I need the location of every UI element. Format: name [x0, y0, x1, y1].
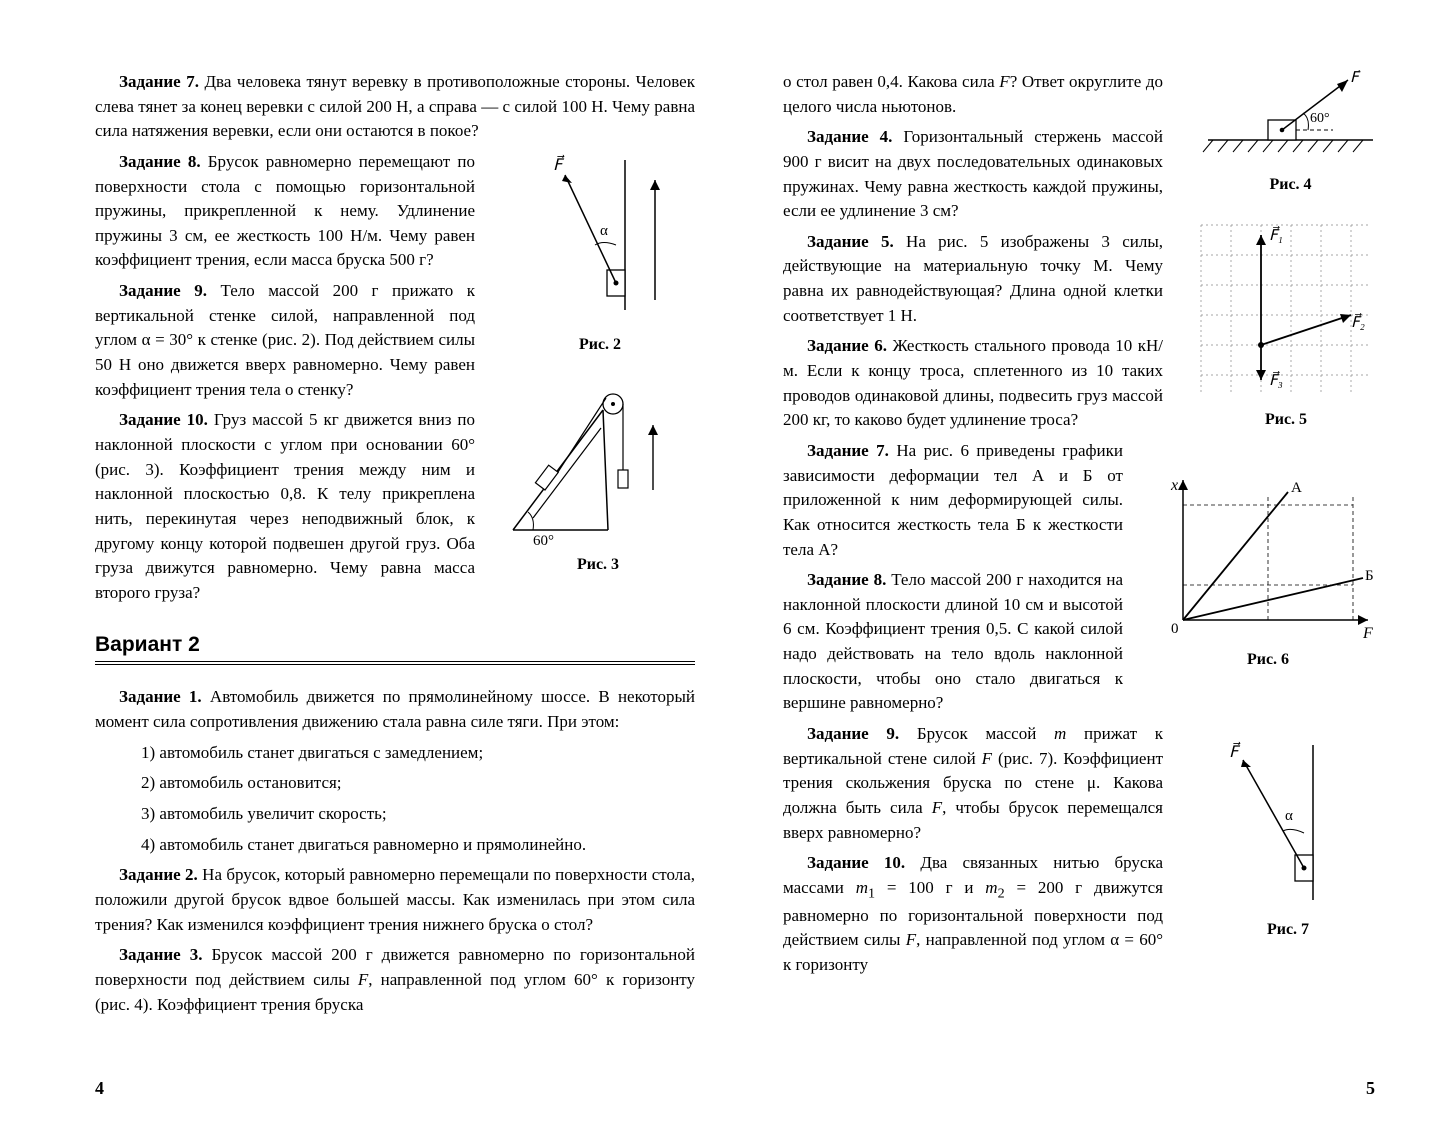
figure-4: F⃗ 60° Рис. 4	[1198, 70, 1383, 194]
task-8r: Задание 8. Тело массой 200 г находится н…	[783, 568, 1123, 716]
v2-task-1: Задание 1. Автомобиль движется по прямол…	[95, 685, 695, 734]
fig6-x-label: x	[1170, 477, 1178, 494]
task-10-text: Груз массой 5 кг движется вниз по наклон…	[95, 410, 475, 601]
task-6: Задание 6. Жесткость стального провода 1…	[783, 334, 1163, 433]
task-7: Задание 7. Два человека тянут веревку в …	[95, 70, 695, 144]
cont3-a: о стол равен 0,4. Какова сила	[783, 72, 999, 91]
fig5-caption: Рис. 5	[1191, 411, 1381, 429]
task-5-label: Задание 5.	[807, 232, 894, 251]
fig5-F2-label: F⃗₂	[1351, 312, 1365, 331]
option-4: 4) автомобиль станет двигаться равномерн…	[95, 833, 695, 858]
page: Задание 7. Два человека тянут веревку в …	[0, 0, 1445, 1129]
page-number-left: 4	[95, 1078, 104, 1099]
task-8: Задание 8. Брусок равномерно перемещают …	[95, 150, 475, 273]
page-number-right: 5	[1366, 1078, 1375, 1099]
task-7r: Задание 7. На рис. 6 приведены графики з…	[783, 439, 1123, 562]
task-8-label: Задание 8.	[119, 152, 201, 171]
v2-task-2-label: Задание 2.	[119, 865, 198, 884]
v2-task-3: Задание 3. Брусок массой 200 г движется …	[95, 943, 695, 1017]
task-9r-label: Задание 9.	[807, 724, 899, 743]
fig4-F-label: F⃗	[1350, 70, 1362, 86]
left-column: Задание 7. Два человека тянут веревку в …	[95, 70, 695, 1089]
fig5-F1-label: F⃗₁	[1269, 225, 1283, 244]
fig6-A-label: А	[1291, 480, 1302, 496]
fig3-caption: Рис. 3	[503, 556, 693, 574]
fig2-alpha-label: α	[600, 223, 608, 239]
figure-3: 60° Рис. 3	[503, 390, 693, 574]
v2-task-3-label: Задание 3.	[119, 945, 202, 964]
figure-6: x F 0 А Б Рис. 6	[1153, 470, 1383, 669]
right-column: о стол равен 0,4. Какова сила F? Ответ о…	[783, 70, 1383, 1089]
task-10: Задание 10. Груз массой 5 кг движется вн…	[95, 408, 475, 605]
task-4: Задание 4. Горизонтальный стержень массо…	[783, 125, 1163, 224]
fig2-caption: Рис. 2	[515, 336, 685, 354]
figure-2-svg: F⃗ α	[515, 150, 685, 330]
variant-rule	[95, 661, 695, 665]
figure-4-svg: F⃗ 60°	[1198, 70, 1383, 170]
fig4-angle-label: 60°	[1310, 111, 1330, 126]
fig6-caption: Рис. 6	[1153, 651, 1383, 669]
variant-heading: Вариант 2	[95, 633, 695, 657]
figure-7: F⃗ α Рис. 7	[1203, 735, 1373, 939]
fig6-B-label: Б	[1365, 568, 1374, 584]
task-8r-text: Тело массой 200 г находится на наклонной…	[783, 570, 1123, 712]
fig5-F3-label: F⃗₃	[1269, 370, 1283, 389]
figure-7-svg: F⃗ α	[1203, 735, 1373, 915]
fig7-alpha-label: α	[1285, 808, 1293, 824]
task-5: Задание 5. На рис. 5 изображены 3 силы, …	[783, 230, 1163, 329]
cont-task-3: о стол равен 0,4. Какова сила F? Ответ о…	[783, 70, 1163, 119]
fig2-F-label: F⃗	[553, 154, 565, 174]
task-10-label: Задание 10.	[119, 410, 208, 429]
fig3-angle-label: 60°	[533, 533, 554, 549]
fig7-F-label: F⃗	[1229, 741, 1241, 761]
task-10r-label: Задание 10.	[807, 853, 905, 872]
figure-2: F⃗ α Рис. 2	[515, 150, 685, 354]
option-1: 1) автомобиль станет двигаться с замедле…	[95, 741, 695, 766]
fig4-caption: Рис. 4	[1198, 176, 1383, 194]
task-6-label: Задание 6.	[807, 336, 887, 355]
figure-3-svg: 60°	[503, 390, 693, 550]
task-10r: Задание 10. Два связанных нитью бруска м…	[783, 851, 1163, 978]
figure-6-svg: x F 0 А Б	[1153, 470, 1383, 645]
fig6-0-label: 0	[1171, 621, 1179, 637]
v2-task-2: Задание 2. На брусок, который равномерно…	[95, 863, 695, 937]
figure-5: F⃗₁ F⃗₂ F⃗₃ Рис. 5	[1191, 215, 1381, 429]
figure-5-svg: F⃗₁ F⃗₂ F⃗₃	[1191, 215, 1381, 405]
task-7-label: Задание 7.	[119, 72, 199, 91]
task-7r-label: Задание 7.	[807, 441, 889, 460]
task-10r-b: = 100 г и	[875, 878, 985, 897]
task-9r-a: Брусок массой	[917, 724, 1054, 743]
task-8r-label: Задание 8.	[807, 570, 886, 589]
task-9r: Задание 9. Брусок массой m прижат к верт…	[783, 722, 1163, 845]
fig7-caption: Рис. 7	[1203, 921, 1373, 939]
task-9-label: Задание 9.	[119, 281, 207, 300]
v2-task-1-label: Задание 1.	[119, 687, 202, 706]
fig6-F-label: F	[1362, 625, 1373, 642]
option-3: 3) автомобиль увеличит скорость;	[95, 802, 695, 827]
task-9: Задание 9. Тело массой 200 г прижато к в…	[95, 279, 475, 402]
task-4-label: Задание 4.	[807, 127, 892, 146]
option-2: 2) автомобиль остановится;	[95, 771, 695, 796]
